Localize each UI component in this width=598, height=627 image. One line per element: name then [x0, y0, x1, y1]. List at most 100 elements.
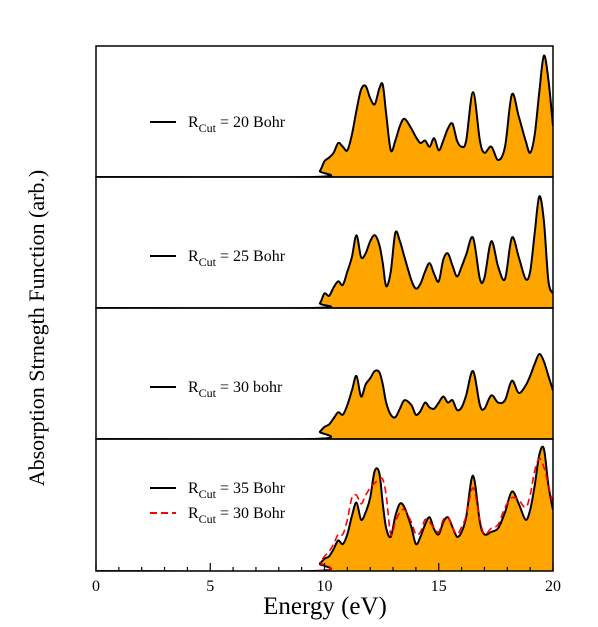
data-point	[360, 519, 362, 521]
data-point	[355, 234, 358, 236]
data-point	[547, 375, 550, 377]
data-point	[483, 152, 486, 154]
data-point	[497, 527, 499, 529]
data-point	[342, 284, 344, 286]
data-point	[429, 146, 431, 148]
data-point	[369, 497, 371, 499]
data-point	[438, 149, 440, 151]
data-point	[342, 146, 344, 148]
legend-label-prefix: R	[188, 505, 199, 522]
data-point	[415, 287, 417, 290]
data-point	[456, 536, 458, 538]
data-point	[319, 563, 321, 565]
legend-label-prefix: R	[188, 248, 199, 265]
data-point	[438, 280, 440, 282]
data-point	[547, 484, 550, 487]
legend-label-suffix: = 25 Bohr	[216, 248, 286, 265]
data-point	[447, 252, 449, 255]
data-point	[504, 511, 506, 513]
data-point	[385, 113, 387, 115]
y-axis-label: Absorption Strnegth Function (arb.)	[24, 170, 49, 487]
data-point	[490, 531, 492, 533]
data-point	[534, 232, 536, 234]
data-point	[538, 195, 540, 198]
data-point	[346, 271, 348, 273]
data-point	[415, 414, 417, 416]
data-point	[410, 127, 412, 130]
legend-label: RCut = 20 Bohr	[188, 114, 286, 135]
data-point	[497, 402, 499, 404]
data-point	[419, 536, 422, 538]
data-point	[328, 156, 330, 159]
data-point	[429, 406, 431, 409]
data-point	[319, 431, 321, 433]
series-area-fill	[96, 196, 553, 308]
x-axis: 0 5 10 15 20	[92, 563, 561, 595]
data-point	[472, 475, 474, 477]
x-tick-label: 20	[545, 578, 561, 595]
data-point	[369, 97, 371, 99]
data-point	[465, 254, 467, 256]
data-point	[479, 404, 481, 406]
data-point	[382, 503, 384, 505]
data-point	[365, 383, 367, 386]
data-point	[451, 123, 454, 125]
data-point	[337, 142, 339, 144]
data-point	[385, 527, 387, 529]
data-point	[442, 140, 444, 142]
x-tick-label: 10	[317, 578, 333, 595]
data-point	[319, 302, 321, 304]
data-point	[429, 516, 431, 518]
data-point	[346, 404, 348, 406]
data-point	[518, 115, 520, 117]
data-point	[456, 140, 458, 142]
x-tick-label: 15	[431, 578, 447, 595]
plot-area	[96, 353, 553, 439]
data-point	[479, 521, 481, 523]
data-point	[529, 375, 531, 377]
data-point	[483, 533, 486, 535]
data-point	[451, 526, 454, 528]
data-point	[543, 360, 545, 362]
data-point	[337, 411, 339, 413]
data-point	[461, 146, 463, 148]
data-point	[360, 256, 362, 258]
data-point	[351, 515, 353, 517]
data-point	[456, 275, 458, 278]
data-point	[382, 383, 384, 386]
data-point	[483, 408, 486, 410]
legend-label-subscript: Cut	[199, 386, 217, 400]
data-point	[403, 506, 406, 509]
data-point	[433, 137, 435, 139]
data-point	[479, 278, 481, 280]
plot-area	[96, 195, 553, 308]
data-point	[419, 283, 422, 285]
data-point	[374, 103, 376, 105]
legend-label-prefix: R	[188, 114, 199, 131]
data-point	[390, 149, 392, 151]
data-point	[410, 526, 412, 528]
data-point	[511, 490, 513, 493]
data-point	[374, 234, 376, 236]
data-point	[403, 256, 406, 258]
data-point	[465, 394, 467, 396]
chart-panel-1: RCut = 20 Bohr	[95, 45, 554, 178]
legend-label-subscript: Cut	[199, 255, 217, 269]
data-point	[524, 385, 527, 387]
data-point	[415, 543, 417, 545]
data-point	[497, 266, 499, 268]
data-point	[529, 271, 531, 273]
data-point	[424, 523, 426, 526]
data-point	[447, 402, 449, 404]
data-point	[323, 426, 326, 428]
data-point	[442, 395, 444, 398]
data-point	[323, 558, 326, 560]
data-point	[534, 363, 536, 365]
data-point	[333, 417, 335, 419]
data-point	[365, 85, 367, 87]
data-point	[433, 273, 435, 275]
data-point	[403, 399, 406, 401]
data-point	[472, 370, 474, 372]
data-point	[399, 408, 401, 410]
